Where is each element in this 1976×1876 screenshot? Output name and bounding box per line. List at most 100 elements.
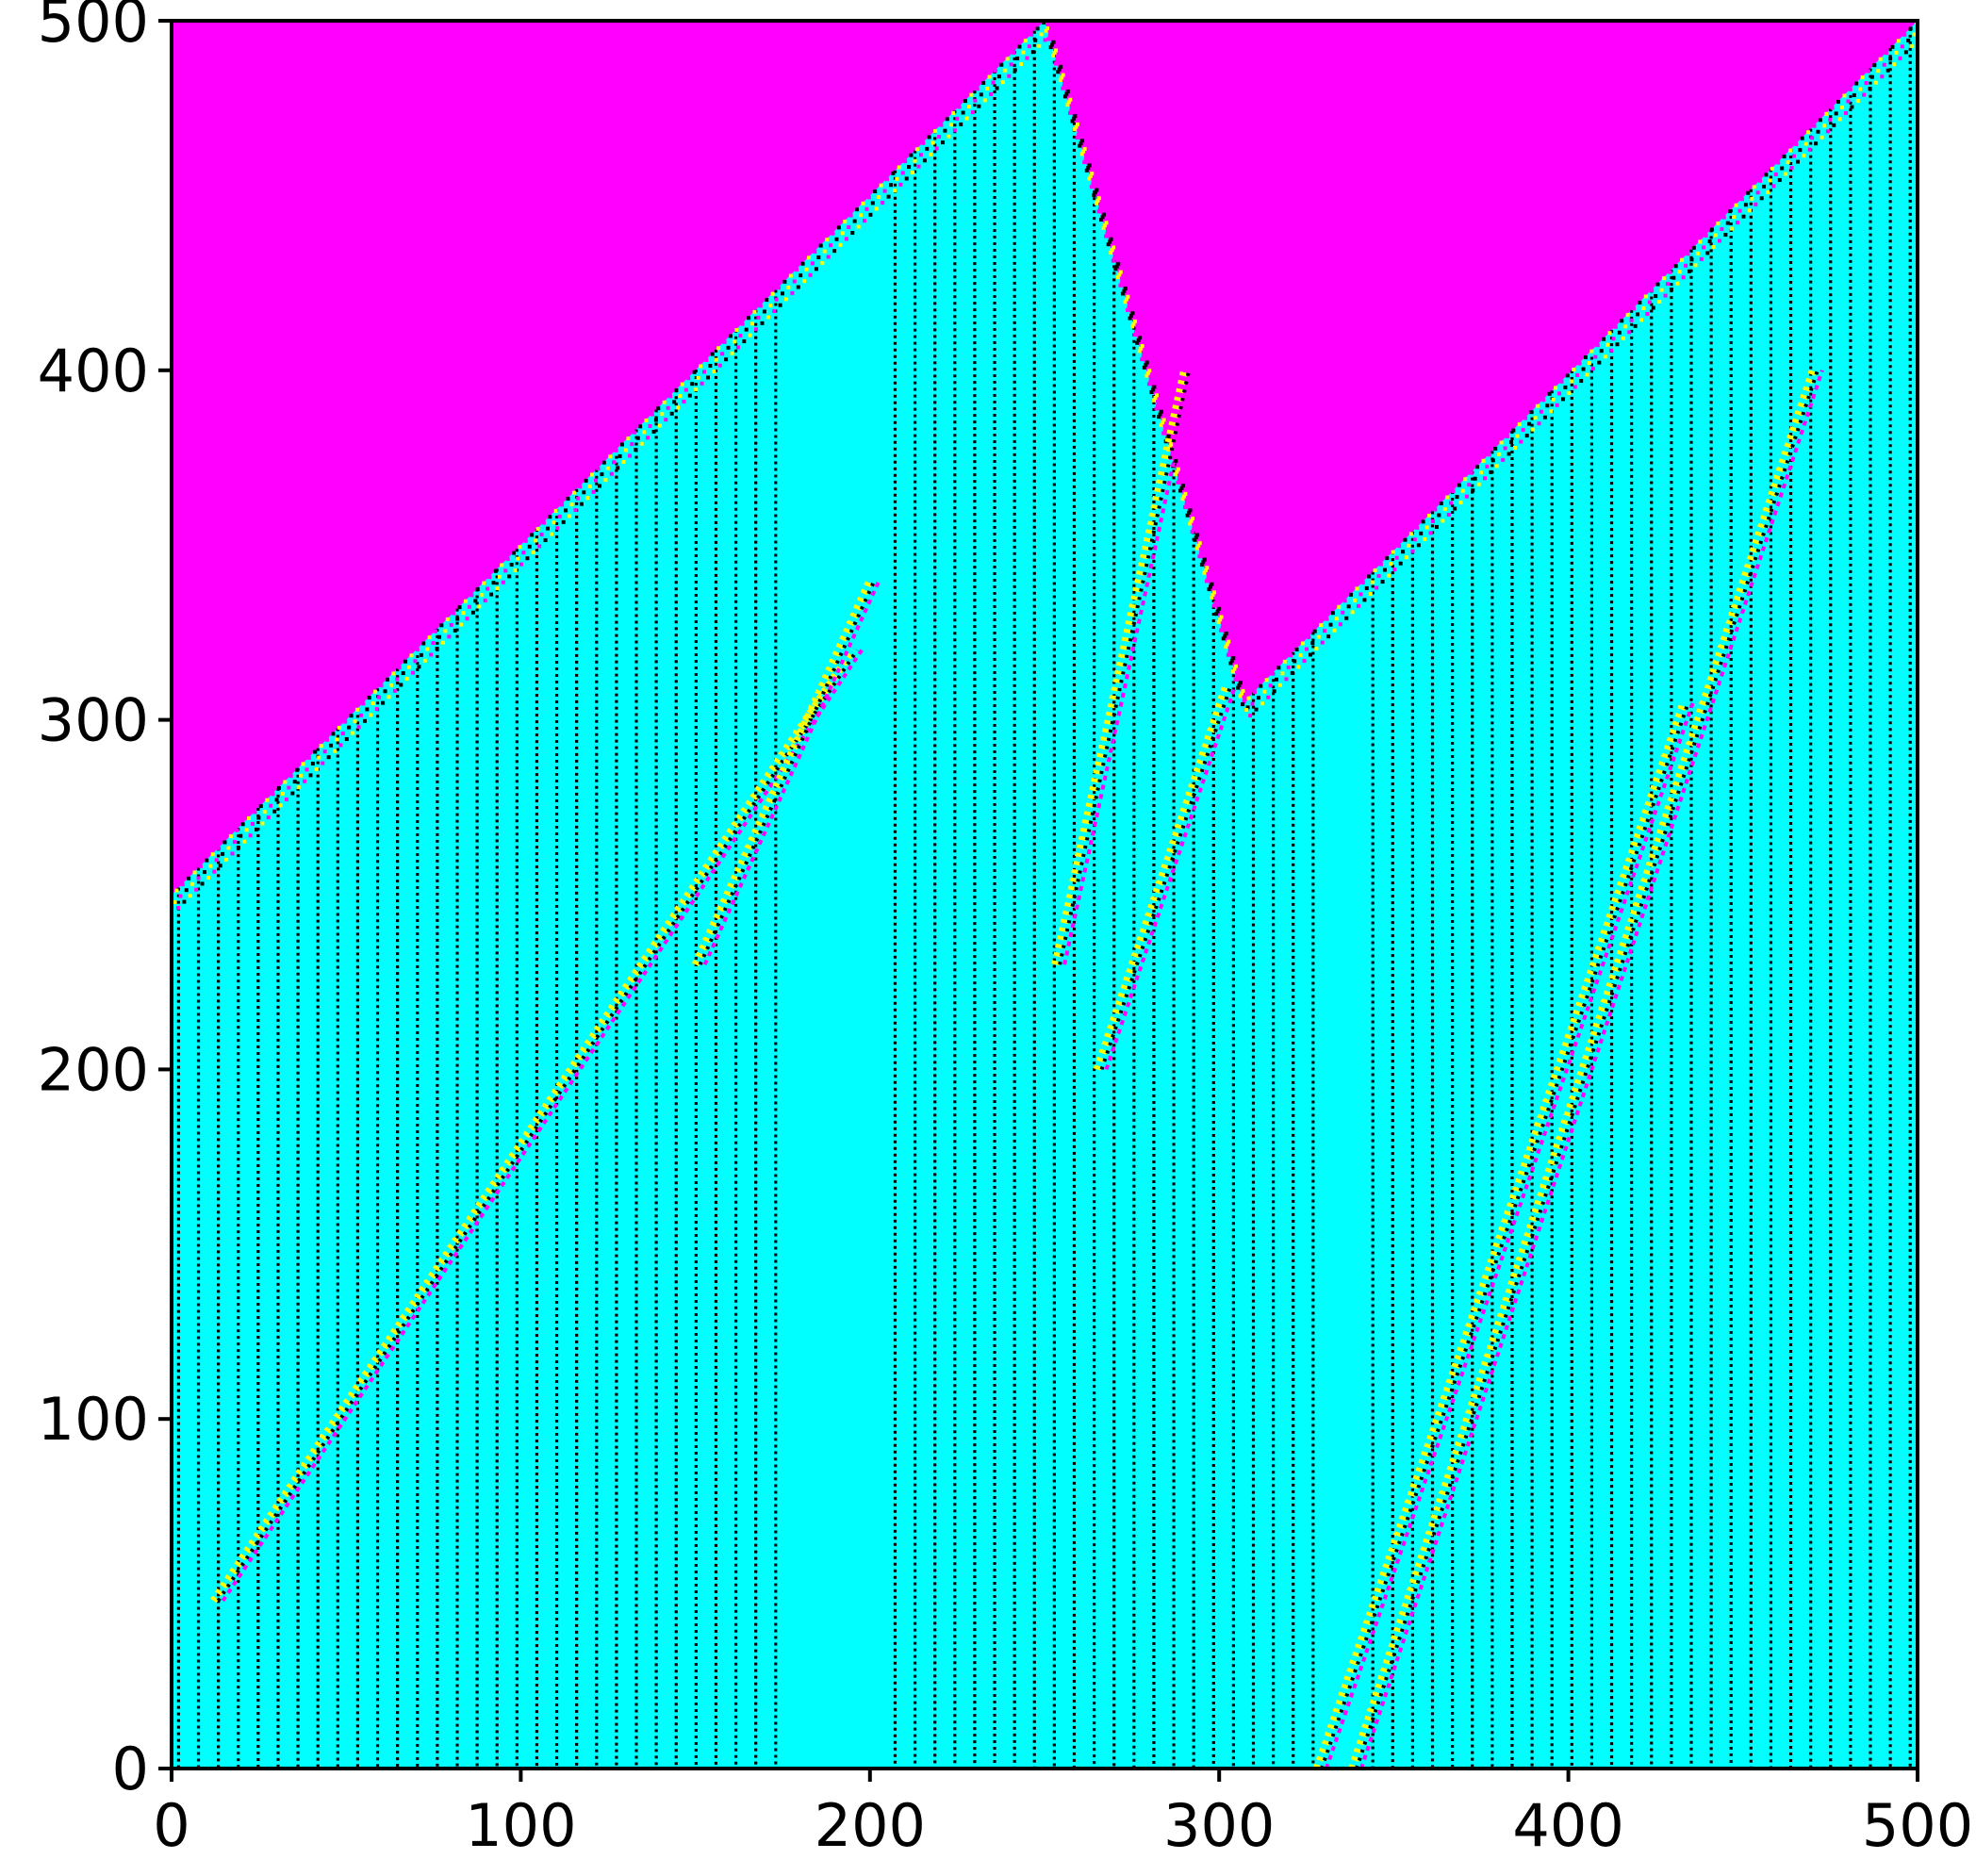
front-dot	[564, 508, 568, 513]
front-dot	[242, 839, 247, 844]
front-dot	[1228, 648, 1233, 652]
front-dot	[308, 773, 313, 778]
front-dot	[251, 821, 255, 826]
front-dot	[918, 153, 923, 157]
front-dot	[253, 810, 257, 815]
front-dot	[1415, 525, 1420, 530]
front-dot	[1114, 264, 1119, 269]
front-dot	[1067, 110, 1072, 115]
front-dot	[1175, 469, 1179, 474]
front-dot	[969, 92, 974, 97]
front-dot	[278, 803, 283, 808]
front-dot	[1310, 641, 1315, 646]
front-dot	[1523, 416, 1528, 420]
front-dot	[1330, 611, 1335, 616]
front-dot	[1338, 622, 1342, 627]
front-dot	[1131, 321, 1136, 326]
front-dot	[682, 399, 686, 403]
front-dot	[632, 430, 636, 435]
front-dot	[530, 533, 535, 537]
front-dot	[1147, 369, 1152, 373]
front-dot	[1728, 209, 1733, 214]
front-dot	[1373, 568, 1377, 573]
front-dot	[1236, 685, 1241, 690]
front-dot	[1593, 354, 1598, 359]
front-dot	[1173, 472, 1177, 477]
front-dot	[1088, 173, 1093, 178]
front-dot	[744, 327, 749, 332]
front-dot	[1565, 373, 1570, 378]
front-dot	[435, 647, 439, 651]
diagonal-structures	[210, 369, 1824, 1769]
front-dot	[1266, 695, 1271, 699]
front-dot	[957, 105, 962, 109]
front-dot	[1603, 354, 1607, 359]
front-dot	[1159, 422, 1163, 427]
front-dot	[1583, 355, 1588, 360]
front-dot	[868, 212, 873, 217]
front-dot	[1542, 415, 1547, 420]
front-dot	[1210, 593, 1215, 598]
front-dot	[505, 556, 510, 561]
front-dot	[1174, 459, 1178, 464]
front-dot	[1627, 330, 1632, 335]
front-dot	[409, 653, 414, 658]
front-dot	[465, 617, 469, 621]
front-dot	[1143, 352, 1147, 356]
front-dot	[1896, 39, 1901, 43]
front-dot	[1625, 312, 1630, 317]
front-dot	[1673, 264, 1678, 269]
front-dot	[1276, 666, 1281, 670]
front-dot	[509, 562, 514, 567]
front-dot	[419, 652, 423, 657]
front-dot	[735, 345, 740, 350]
front-dot	[995, 86, 999, 91]
front-dot	[1183, 491, 1188, 496]
front-dot	[1220, 625, 1225, 630]
front-dot	[578, 485, 583, 489]
front-dot	[1773, 172, 1778, 176]
front-dot	[1065, 103, 1070, 107]
front-dot	[1085, 155, 1090, 159]
front-dot	[1256, 696, 1260, 700]
front-dot	[1693, 263, 1698, 268]
front-dot	[1389, 562, 1393, 567]
front-dot	[1617, 330, 1622, 335]
evolved-region	[172, 21, 1918, 1769]
front-dot	[1203, 568, 1208, 572]
front-dot	[701, 370, 706, 374]
front-dot	[795, 268, 799, 272]
front-dot	[680, 382, 684, 387]
front-dot	[981, 80, 986, 85]
front-dot	[1126, 307, 1130, 312]
front-dot	[1524, 434, 1529, 438]
front-dot	[1055, 58, 1060, 63]
front-dot	[1650, 288, 1655, 293]
front-dot	[848, 213, 853, 218]
front-dot	[1087, 163, 1092, 168]
front-dot	[1780, 166, 1785, 171]
front-dot	[1900, 44, 1904, 49]
front-dot	[666, 405, 670, 410]
front-dot	[230, 851, 235, 856]
front-dot	[1083, 157, 1088, 162]
front-dot	[1721, 215, 1726, 220]
front-dot	[904, 176, 909, 181]
front-dot	[1517, 422, 1522, 427]
front-dot	[1876, 69, 1881, 74]
front-dot	[491, 581, 496, 585]
front-dot	[463, 599, 468, 603]
front-dot	[650, 412, 654, 417]
front-dot	[1791, 154, 1796, 158]
front-dot	[1362, 598, 1367, 602]
front-dot	[1130, 311, 1135, 316]
front-dot	[1527, 421, 1532, 426]
front-dot	[1898, 56, 1902, 60]
diagonal-band	[702, 579, 881, 965]
front-dot	[734, 328, 739, 333]
front-dot	[1017, 44, 1022, 49]
front-dot	[521, 551, 526, 555]
front-dot	[1218, 617, 1223, 622]
front-dot	[1082, 146, 1087, 151]
front-dot	[1483, 476, 1488, 481]
